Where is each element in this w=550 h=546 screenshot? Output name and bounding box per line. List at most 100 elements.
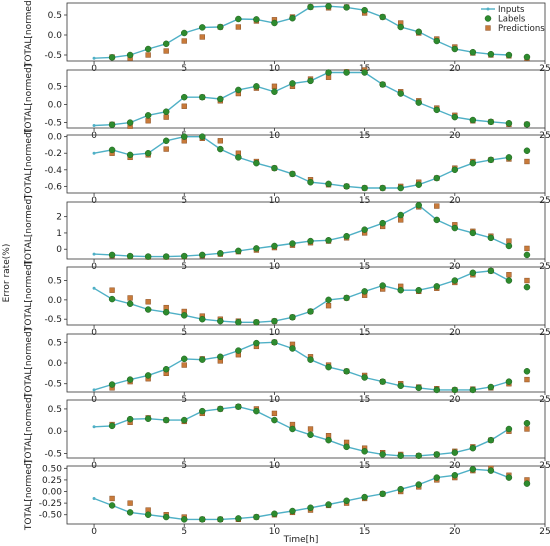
label-point [235,86,242,94]
label-point [451,386,459,394]
panel-6: -0.5 0.0 0.5 0 5 10 15 20 25 TOTAL[normed] [24,328,550,405]
panel-frame [66,134,546,194]
panel-2: -0.5 0.0 0.5 0 5 10 15 20 25 TOTAL[normed] [24,64,550,141]
label-point [487,267,495,275]
x-tick-label: 5 [181,527,187,537]
y-tick-label: 0.0 [48,100,63,110]
label-point [397,184,404,192]
panel-y-axis-label: TOTAL[normed] [24,394,34,465]
prediction-point [506,272,512,278]
label-point [487,383,495,391]
y-tick-label: 0.5 [48,82,62,92]
prediction-point [163,146,169,152]
prediction-point [217,138,223,144]
label-point [162,253,170,260]
label-point [217,23,224,31]
label-point [108,295,116,303]
label-point [108,502,116,509]
label-point [307,77,314,85]
label-point [144,149,152,157]
label-point [289,14,296,22]
label-point [487,467,495,474]
label-point [505,120,513,127]
label-point [217,250,224,257]
label-point [325,436,332,444]
inputs-point [92,252,96,256]
label-point [271,317,278,325]
label-point [108,251,116,259]
x-tick-label: 15 [359,196,370,206]
panel-5: -0.5 0.0 0.5 0 5 10 15 20 25 TOTAL[normed] [24,261,550,338]
label-point [433,283,441,290]
label-point [469,465,477,473]
label-point [451,224,459,232]
label-point [325,2,332,10]
label-point [253,407,260,415]
y-tick-label: -0.50 [39,511,63,521]
label-point [469,444,477,452]
label-point [433,37,441,45]
label-point [469,116,477,124]
inputs-point [92,123,96,127]
label-point [343,443,350,451]
label-point [379,451,386,458]
x-tick-label: 0 [91,328,97,338]
prediction-point [181,38,187,44]
label-point [523,147,531,154]
label-point [505,154,513,161]
x-tick-label: 20 [449,328,461,338]
label-point [397,90,404,97]
prediction-point [325,303,332,309]
panel-frame [66,465,546,525]
label-point [162,416,170,424]
label-point [433,174,441,182]
label-point [289,507,296,515]
label-point [307,178,314,186]
x-tick-label: 25 [539,64,550,74]
y-tick-label: -0.5 [44,380,62,390]
label-point [469,159,477,167]
label-point [469,229,477,237]
prediction-point [145,299,151,305]
label-point [361,69,368,76]
legend-inputs-dot [486,7,490,11]
label-point [126,51,134,59]
label-point [144,112,152,119]
label-point [235,247,242,255]
y-tick-label: 0.0 [48,427,63,437]
label-point [523,419,531,427]
x-tick-label: 0 [91,527,97,537]
label-point [487,156,495,164]
label-point [469,269,477,277]
label-point [307,308,314,315]
label-point [433,474,441,481]
y-tick-label: 2 [56,213,62,223]
label-point [361,6,368,14]
x-tick-label: 10 [269,131,281,141]
prediction-point [145,118,151,124]
label-point [307,237,314,245]
y-tick-label: 0.5 [48,11,62,21]
label-point [307,504,314,512]
label-point [361,288,368,295]
label-point [217,317,224,325]
label-point [487,50,495,58]
label-point [126,300,134,307]
label-point [235,15,242,23]
panel-frame [66,266,546,326]
x-tick-label: 5 [181,64,187,74]
label-point [235,154,242,161]
label-point [415,452,422,460]
x-tick-label: 0 [91,64,97,74]
inputs-point [92,56,96,60]
label-point [271,416,278,424]
legend-labels-swatch [484,15,492,22]
label-point [108,146,116,154]
label-point [307,431,314,439]
x-tick-label: 5 [181,328,187,338]
label-point [343,497,350,505]
label-point [343,232,350,240]
label-point [505,378,513,385]
